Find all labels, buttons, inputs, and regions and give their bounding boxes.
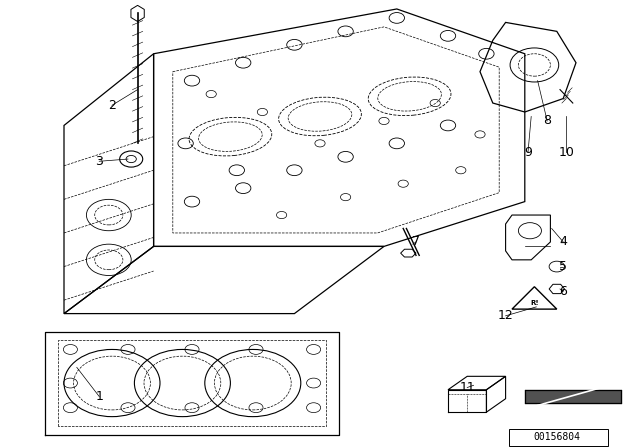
Text: 5: 5 [559, 260, 567, 273]
Text: R!: R! [530, 300, 539, 306]
Text: 8: 8 [543, 114, 551, 128]
Text: 11: 11 [460, 381, 475, 394]
Polygon shape [131, 5, 144, 22]
Text: 7: 7 [412, 235, 420, 249]
Text: 00156804: 00156804 [533, 432, 580, 442]
Text: 10: 10 [559, 146, 574, 159]
Text: 2: 2 [108, 99, 116, 112]
Text: 3: 3 [95, 155, 103, 168]
Polygon shape [401, 249, 416, 257]
Text: 9: 9 [524, 146, 532, 159]
Text: 6: 6 [559, 284, 567, 298]
Text: 12: 12 [498, 309, 513, 323]
Text: 4: 4 [559, 235, 567, 249]
Polygon shape [549, 284, 564, 293]
Bar [509, 429, 608, 446]
Text: 1: 1 [95, 390, 103, 403]
